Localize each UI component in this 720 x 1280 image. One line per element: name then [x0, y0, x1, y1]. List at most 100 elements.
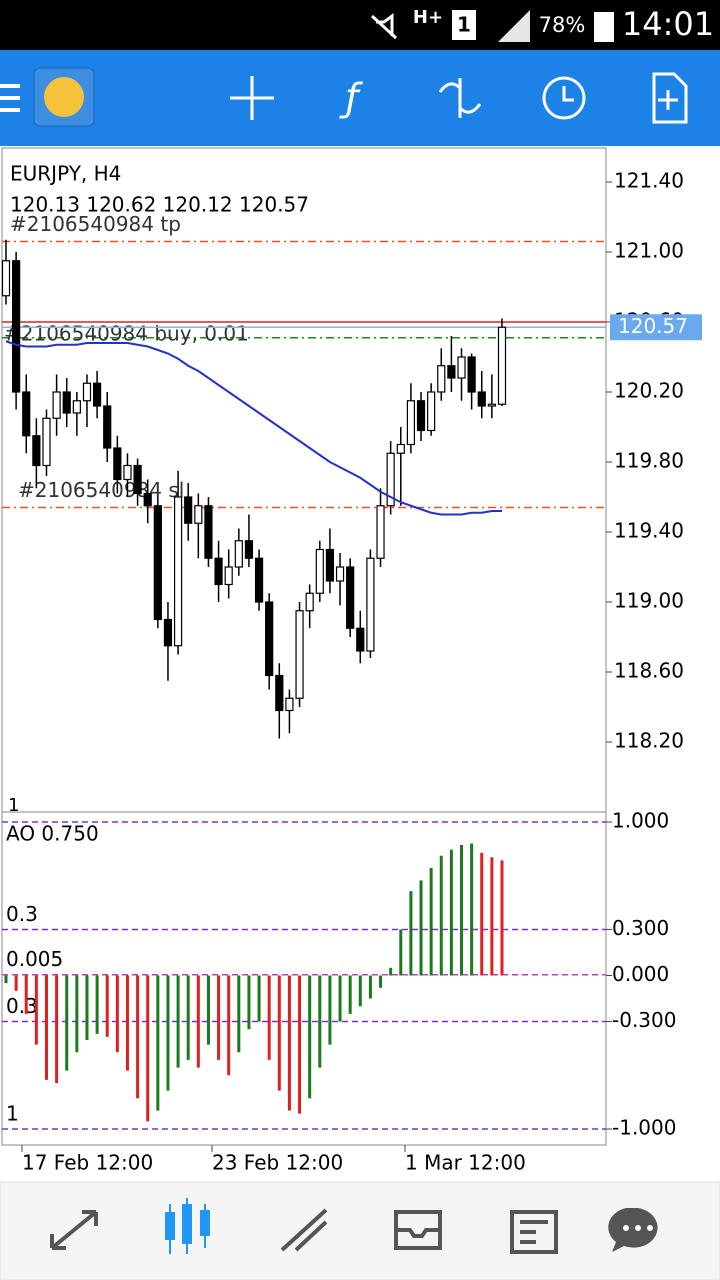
- order-label: #2106540984 buy, 0.01: [4, 321, 249, 345]
- chart-tab[interactable]: [165, 1198, 210, 1254]
- candle-body: [346, 566, 355, 629]
- chart-title: EURJPY, H4: [10, 162, 121, 186]
- ao-level-label: 1: [6, 1102, 19, 1126]
- ohlc: 120.13 120.62 120.12 120.57: [10, 193, 309, 217]
- ao-level-label: 0.3: [6, 994, 38, 1018]
- y-tick-label: 121.40: [614, 169, 684, 193]
- candle-body: [457, 356, 466, 379]
- new-order-button[interactable]: [652, 72, 688, 124]
- x-label: 23 Feb 12:00: [212, 1151, 343, 1175]
- candle-body: [497, 326, 507, 405]
- candle-body: [254, 557, 264, 603]
- candle-body: [467, 356, 476, 393]
- candle-body: [244, 540, 254, 559]
- candle-body: [305, 592, 314, 612]
- candle-body: [315, 548, 324, 594]
- trade-button[interactable]: [438, 78, 482, 118]
- ao-title: AO 0.750: [6, 822, 99, 846]
- history-tab[interactable]: [394, 1210, 442, 1250]
- candle-body: [153, 505, 162, 621]
- battery-icon: [594, 12, 614, 42]
- candle-body: [22, 391, 31, 437]
- sim-number: 1: [457, 13, 471, 37]
- ao-tick-label: 1.000: [612, 809, 669, 833]
- candle-body: [396, 443, 405, 454]
- candle-body: [265, 601, 274, 677]
- order-label: #2106540984 tp: [10, 212, 181, 236]
- candle-body: [82, 382, 92, 402]
- candle-body: [224, 566, 233, 586]
- candle-body: [325, 548, 335, 582]
- crosshair-button[interactable]: [230, 76, 274, 120]
- clock: 14:01: [622, 5, 714, 43]
- ao-tick-label: -0.300: [612, 1008, 676, 1032]
- candle-body: [366, 557, 375, 652]
- sim-icon: [452, 10, 476, 40]
- candle-body: [32, 435, 41, 467]
- candle-body: [72, 400, 81, 414]
- candle-body: [184, 496, 193, 524]
- menu-button[interactable]: [0, 84, 20, 112]
- news-tab[interactable]: [510, 1210, 558, 1254]
- candle-body: [335, 566, 345, 582]
- toolbar: [0, 50, 720, 146]
- candle-body: [427, 391, 436, 432]
- candle-body: [194, 505, 203, 524]
- order-label: #2106540984 sl: [18, 478, 184, 502]
- candle-body: [386, 452, 395, 507]
- y-tick-label: 119.80: [614, 449, 684, 473]
- candle-body: [62, 391, 71, 414]
- logo-mark: [44, 77, 84, 117]
- candle-body: [42, 417, 51, 467]
- ao-tick-label: 0.300: [612, 916, 669, 940]
- candle-body: [143, 492, 152, 507]
- candle-body: [1, 260, 11, 297]
- candle-body: [477, 391, 486, 407]
- battery-level: 78%: [539, 13, 586, 37]
- candle-body: [163, 618, 173, 647]
- candle-body: [204, 505, 213, 559]
- candle-body: [376, 505, 385, 559]
- y-tick-label: 118.60: [614, 659, 684, 683]
- period-button[interactable]: [542, 76, 586, 120]
- ao-tick-label: 0.000: [612, 962, 669, 986]
- candle-body: [103, 405, 112, 449]
- candle-body: [234, 540, 243, 568]
- y-tick-label: 119.00: [614, 589, 684, 613]
- price-panel: [1, 147, 607, 813]
- ao-level-label: 0.005: [6, 947, 63, 971]
- bid-label: 120.57: [618, 314, 688, 338]
- candles: [1, 239, 507, 739]
- y-tick-label: 120.20: [614, 379, 684, 403]
- trade-tab[interactable]: [280, 1208, 328, 1252]
- mute-icon: [370, 13, 398, 40]
- candle-body: [93, 382, 102, 407]
- candle-body: [133, 464, 142, 495]
- y-tick-label: 121.00: [614, 239, 684, 263]
- quotes-tab[interactable]: [50, 1210, 98, 1250]
- candle-body: [214, 557, 223, 586]
- bid-box: [610, 314, 702, 341]
- candle-body: [406, 400, 415, 446]
- corner-label: 1: [8, 795, 19, 816]
- candle-body: [173, 496, 183, 647]
- ao-level-label: 0.3: [6, 902, 38, 926]
- moving-average: [5, 340, 502, 516]
- candle-body: [52, 391, 61, 419]
- candle-body: [447, 365, 456, 379]
- candle-body: [113, 447, 122, 481]
- ao-tick-label: -1.000: [612, 1116, 676, 1140]
- y-tick-label: 118.20: [614, 729, 684, 753]
- candle-body: [487, 403, 496, 407]
- chat-tab[interactable]: [608, 1208, 658, 1252]
- network-type: H+: [413, 7, 443, 28]
- candle-body: [437, 365, 446, 393]
- ao-panel: [1, 811, 607, 1146]
- x-label: 17 Feb 12:00: [22, 1151, 153, 1175]
- x-label: 1 Mar 12:00: [405, 1151, 526, 1175]
- signal-icon: [498, 10, 530, 42]
- bottom-nav: [0, 1181, 720, 1280]
- candle-body: [275, 674, 284, 712]
- candle-body: [123, 464, 132, 481]
